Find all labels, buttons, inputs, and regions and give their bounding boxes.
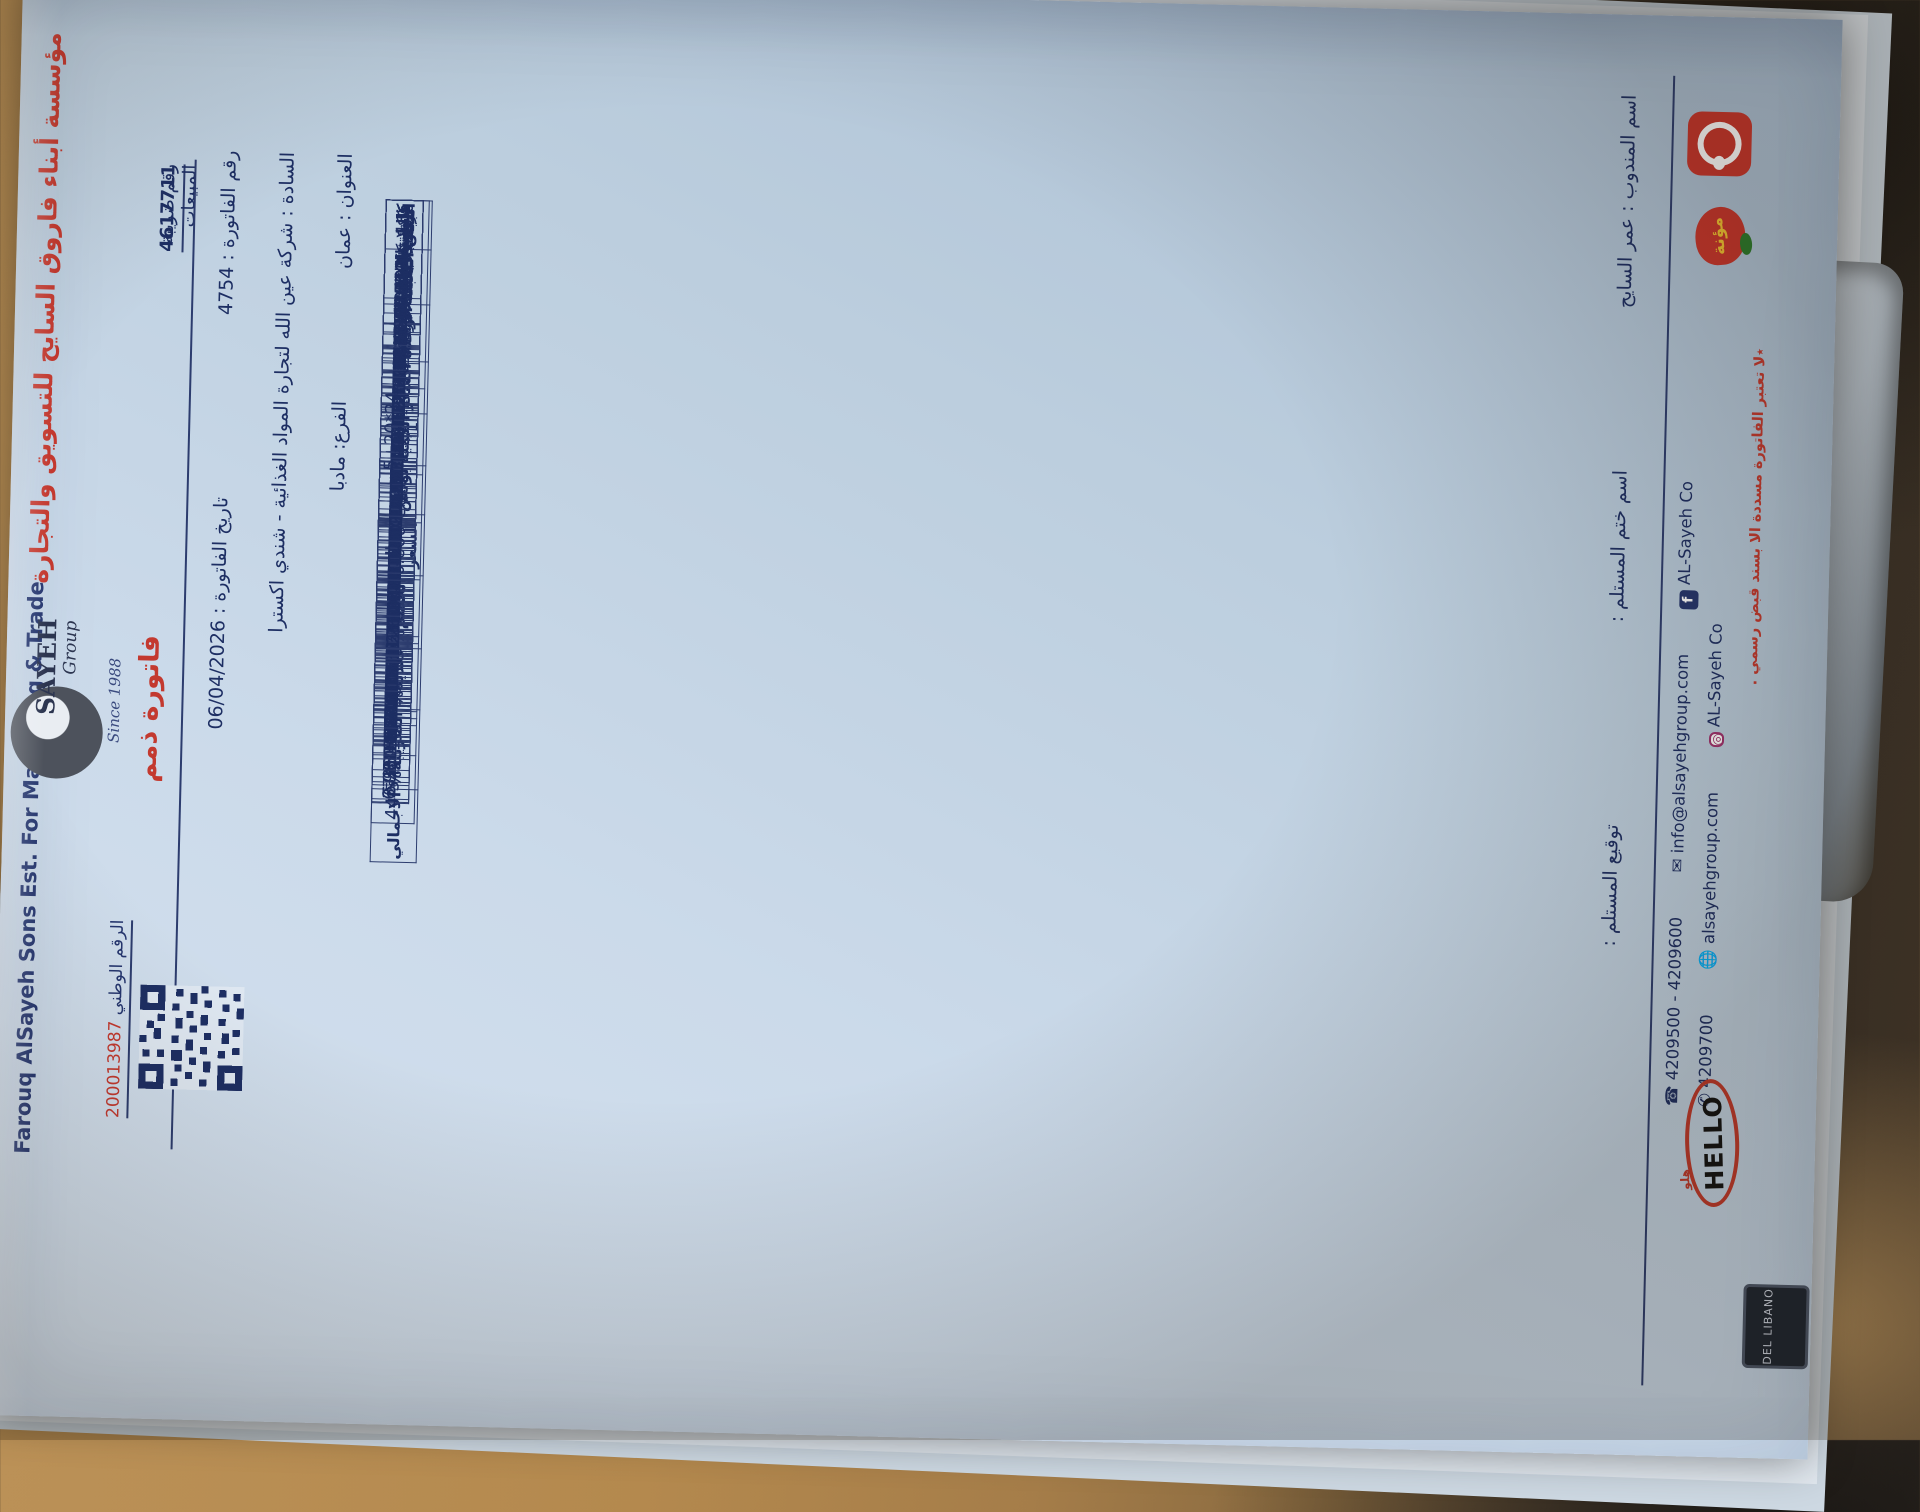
customer-name: : شركة عين الله لتجارة المواد الغذائية -… [265, 209, 298, 633]
payment-note: ٭لا تعتبر الفاتورة مسددة الا بسند قبض رس… [1744, 347, 1769, 686]
facebook-icon: f [1679, 590, 1699, 610]
branch-label: الفرع: [327, 400, 351, 451]
receiver-stamp-label: اسم ختم المستلم : [1605, 469, 1632, 623]
footer-names-line: اسم المندوب : عمر السايح اسم ختم المستلم… [1587, 94, 1641, 1374]
facebook-handle: AL-Sayeh Co [1674, 480, 1697, 586]
sayeh-red-logo [1686, 111, 1753, 177]
since-1988: Since 1988 [104, 657, 125, 744]
cell-qty: 12.00 [377, 515, 416, 574]
globe-icon: 🌐 [1698, 949, 1718, 971]
national-number-line: الرقم الوطني 200013987 [103, 919, 134, 1119]
contact-block: ☎ 4209500 - 4209600 ✉ info@alsayehgroup.… [1662, 346, 1743, 1107]
cell-total_price: 26.040 [375, 579, 414, 649]
mail-icon: ✉ [1667, 858, 1688, 873]
cell-price: 2.170 [378, 458, 417, 517]
invoice-number: 4754 [214, 266, 239, 316]
customer-line: السادة : شركة عين الله لتجارة المواد الغ… [265, 152, 299, 633]
hello-logo: هلو HELLO [1678, 1078, 1741, 1208]
national-number-label: الرقم الوطني [105, 919, 129, 1016]
email-address: info@alsayehgroup.com [1668, 653, 1693, 854]
rep-label: اسم المندوب : [1615, 94, 1641, 213]
receiver-signature-label: توقيع المستلم : [1597, 824, 1623, 947]
items-table: البيان التعبئة الوحدة السعر الكمية بونص اجمالي… [362, 199, 433, 1164]
cell-pack: 12*1 [380, 376, 419, 427]
cell-tax: 16 [374, 661, 412, 692]
customer-label: السادة [275, 151, 299, 205]
branch-value: مادبا [326, 455, 350, 492]
cell-total: 30.206 [372, 690, 411, 761]
phone-numbers: 4209500 - 4209600 [1662, 916, 1686, 1081]
national-number: 200013987 [103, 1020, 126, 1119]
company-name-arabic: مؤسسة أبناء فاروق السايح للتسويق والتجار… [24, 31, 67, 584]
invoice-no-label: رقم الفاتورة : [216, 150, 241, 261]
instagram-icon: ◎ [1708, 732, 1727, 748]
invoice-paper: مؤسسة أبناء فاروق السايح للتسويق والتجار… [0, 0, 1843, 1460]
hello-logo-text: HELLO [1697, 1095, 1730, 1192]
sayeh-logo: SAYEH Group [8, 618, 109, 827]
mouneh-logo-text: مؤنة [1706, 216, 1730, 256]
invoice-date: 06/04/2026 [204, 619, 230, 730]
website-url: alsayehgroup.com [1699, 791, 1722, 945]
footer-rule [1641, 75, 1676, 1386]
address-line: العنوان : عمان الفرع: مادبا [327, 153, 357, 492]
fax-number: 4209700 [1695, 1014, 1717, 1089]
invoice-type-title: فاتورة ذمم [131, 634, 167, 783]
del-libano-text: DEL LIBANO [1760, 1288, 1776, 1365]
invoice-date-label: تاريخ الفاتورة : [207, 496, 233, 615]
cell-name: صلصة الرانش 500 مل [381, 199, 423, 378]
leaf-icon [1739, 232, 1753, 256]
sayeh-logo-text: SAYEH [31, 617, 63, 716]
instagram-handle: AL-Sayeh Co [1704, 622, 1726, 728]
del-libano-logo: DEL LIBANO [1741, 1283, 1810, 1370]
tax-registration-line: رقم ضريبة المبيعات 4617711 [156, 163, 201, 253]
address-label: العنوان [333, 153, 357, 209]
rep-name: عمر السايح [1613, 217, 1638, 309]
sayeh-logo-subtext: Group [60, 620, 82, 675]
cell-unit: حبة [379, 425, 418, 460]
invoice-meta-line: رقم الفاتورة : 4754 تاريخ الفاتورة : 06/… [205, 150, 241, 730]
qr-code [138, 984, 245, 1092]
phone-icon: ☎ [1662, 1085, 1682, 1107]
hello-logo-arabic: هلو [1677, 1168, 1693, 1191]
mouneh-logo: مؤنة [1693, 205, 1753, 267]
address-value: : عمان [332, 214, 356, 270]
